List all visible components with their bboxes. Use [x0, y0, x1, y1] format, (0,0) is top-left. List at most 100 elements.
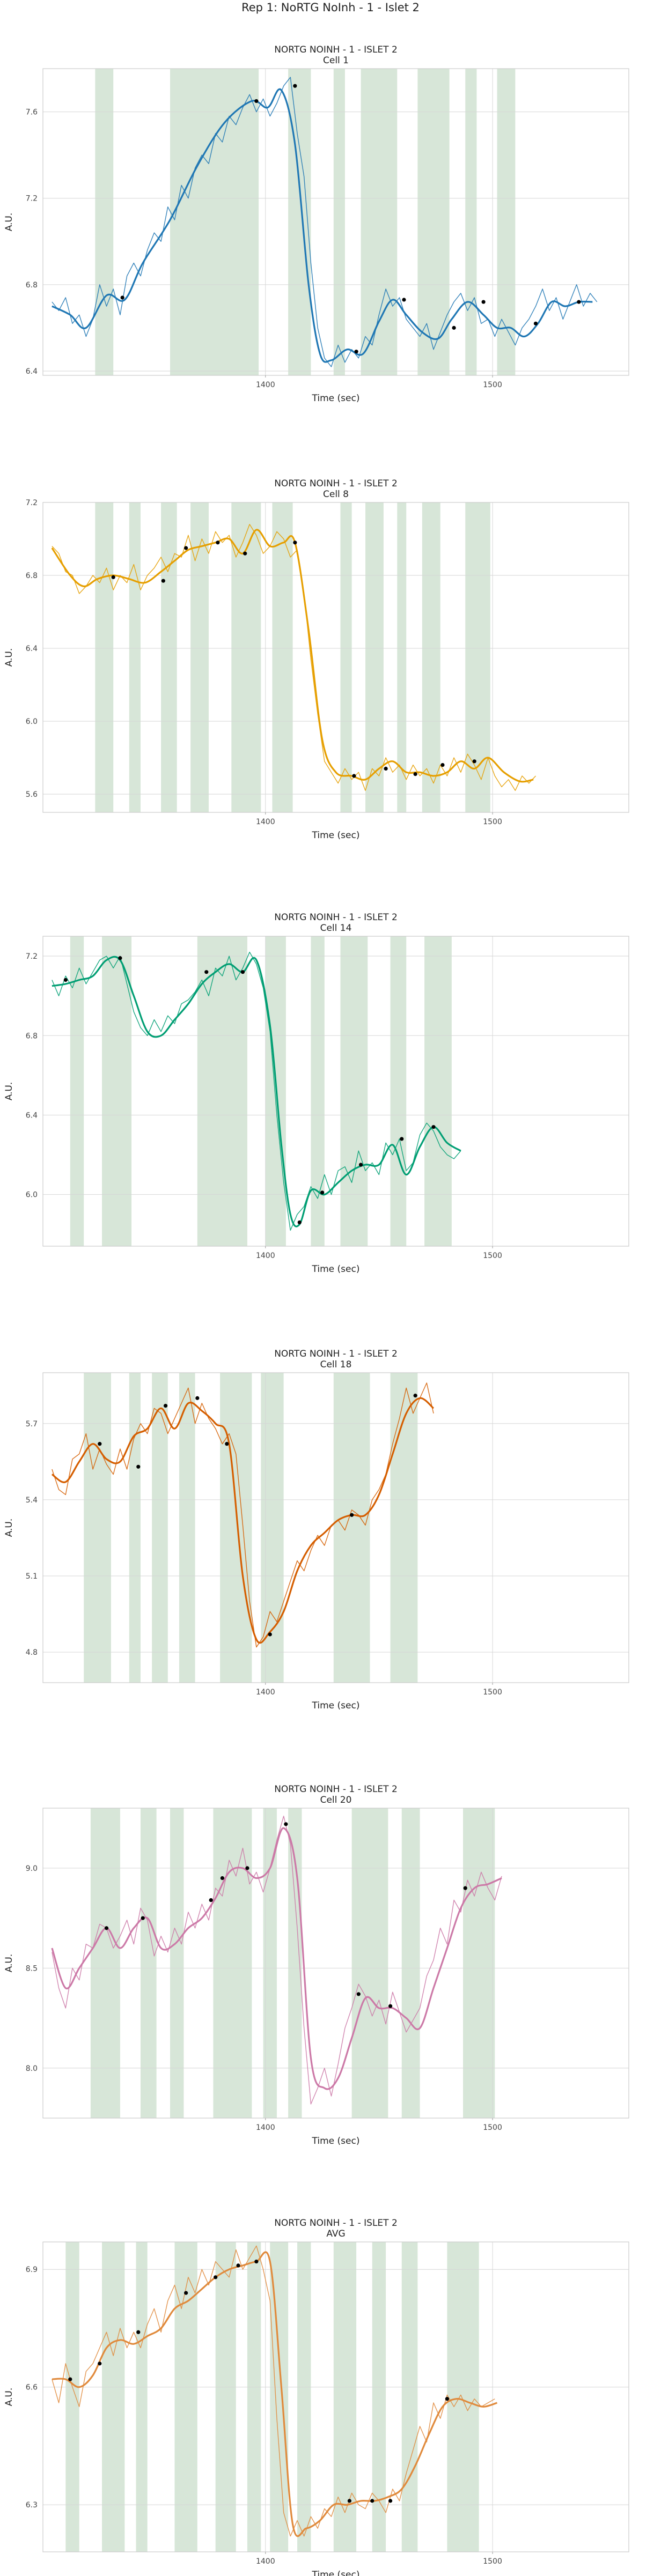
peak-marker [120, 295, 124, 300]
chart-panel-6: 6.3 6.6 6.9 1400 1500 NORTG NOINH - 1 - ISLET… [4, 2218, 629, 2576]
shaded-range [190, 502, 209, 812]
peak-marker [136, 2330, 141, 2334]
plot-area [43, 1808, 629, 2118]
shaded-range [311, 936, 325, 1246]
peak-marker [297, 1220, 302, 1225]
y-tick-label: 7.2 [26, 952, 38, 961]
x-axis-label: Time (sec) [312, 830, 360, 841]
chart-title: NORTG NOINH - 1 - ISLET 2 [274, 478, 398, 489]
chart-subtitle: Cell 14 [320, 923, 352, 934]
shaded-range [215, 2242, 236, 2552]
peak-marker [463, 1886, 467, 1890]
peak-marker [472, 759, 476, 764]
shaded-range [463, 1808, 495, 2118]
chart-panel-3: 6.0 6.4 6.8 7.2 1400 1500 NORTG NOINH - 1 - IS… [4, 912, 629, 1275]
axes-frame [42, 936, 629, 1247]
x-tick-label: 1400 [256, 2557, 275, 2566]
shaded-range [213, 1808, 252, 2118]
y-tick-label: 8.0 [26, 2064, 38, 2073]
y-tick-label: 6.4 [26, 645, 38, 653]
x-axis-label: Time (sec) [312, 1700, 360, 1711]
shaded-range [129, 1373, 141, 1683]
shaded-range [261, 1373, 284, 1683]
x-tick-label: 1500 [483, 1688, 502, 1697]
x-tick-label: 1400 [256, 1252, 275, 1260]
peak-marker [195, 1396, 200, 1400]
chart-subtitle: Cell 20 [320, 1795, 352, 1805]
y-axis-label: A.U. [4, 1082, 14, 1101]
x-tick-label: 1500 [483, 2557, 502, 2566]
shaded-range [372, 2242, 386, 2552]
shaded-range [340, 502, 352, 812]
peak-marker [216, 541, 220, 545]
peak-marker [214, 2275, 218, 2279]
peak-marker [347, 2499, 351, 2503]
chart-panel-4: 4.8 5.1 5.4 5.7 1400 1500 NORTG NOINH - 1 - IS… [4, 1349, 629, 1711]
figure-suptitle: Rep 1: NoRTG NoInh - 1 - Islet 2 [241, 1, 420, 14]
y-tick-label: 7.6 [26, 108, 38, 117]
shaded-range [397, 502, 407, 812]
y-tick-label: 5.6 [26, 790, 38, 799]
peak-marker [388, 2499, 393, 2503]
shaded-range [247, 2242, 261, 2552]
y-tick-label: 6.4 [26, 1111, 38, 1120]
x-tick-label: 1400 [256, 1688, 275, 1697]
peak-marker [141, 1916, 145, 1920]
peak-marker [293, 84, 297, 88]
x-axis-label: Time (sec) [312, 2136, 360, 2146]
y-tick-label: 6.8 [26, 1032, 38, 1040]
chart-panel-5: 8.0 8.5 9.0 1400 1500 NORTG NOINH - 1 - ISLET… [4, 1784, 629, 2146]
axes-frame [42, 2241, 629, 2552]
raw-trace-line [52, 1382, 434, 1648]
y-tick-label: 6.3 [26, 2501, 38, 2510]
shaded-range [102, 936, 132, 1246]
peak-marker [254, 2259, 259, 2264]
peak-marker [577, 300, 581, 304]
shaded-range [340, 936, 368, 1246]
raw-trace-line [52, 951, 461, 1231]
shaded-range [161, 502, 177, 812]
y-axis-label: A.U. [4, 1954, 14, 1973]
peak-marker [63, 978, 68, 982]
raw-trace-line [52, 1816, 502, 2105]
peak-marker [161, 579, 165, 583]
raw-trace-line [52, 524, 537, 791]
y-tick-label: 6.0 [26, 717, 38, 726]
y-tick-label: 6.9 [26, 2266, 38, 2274]
peak-marker [413, 1394, 417, 1398]
shaded-range [333, 69, 345, 375]
raw-trace-line [52, 77, 598, 367]
chart-subtitle: Cell 1 [323, 55, 349, 66]
shaded-range [141, 1808, 157, 2118]
shaded-range [351, 1808, 388, 2118]
shaded-range [497, 69, 516, 375]
chart-title: NORTG NOINH - 1 - ISLET 2 [274, 1784, 398, 1795]
peak-marker [225, 1442, 229, 1446]
chart-subtitle: Cell 18 [320, 1359, 352, 1370]
y-tick-label: 5.7 [26, 1420, 38, 1428]
peak-marker [111, 575, 115, 579]
chart-panel-2: 5.6 6.0 6.4 6.8 7.2 1400 1500 NORTG NOINH - 1 -… [4, 478, 629, 841]
peak-marker [184, 546, 188, 550]
shaded-range [297, 2242, 311, 2552]
peak-marker [293, 541, 297, 545]
peak-marker [384, 766, 388, 771]
chart-subtitle: AVG [326, 2229, 345, 2239]
peak-marker [104, 1926, 109, 1930]
peak-marker [413, 772, 417, 776]
shaded-range [401, 2242, 418, 2552]
peak-marker [431, 1125, 436, 1129]
shaded-range [152, 1373, 168, 1683]
shaded-range [179, 1373, 195, 1683]
y-axis-label: A.U. [4, 2388, 14, 2407]
peak-marker [320, 1190, 325, 1195]
peak-marker [243, 551, 247, 556]
peak-marker [236, 2263, 240, 2268]
peak-marker [245, 1866, 249, 1870]
peak-marker [118, 956, 122, 960]
y-tick-label: 6.6 [26, 2383, 38, 2392]
shaded-range [95, 69, 114, 375]
shaded-range [465, 69, 477, 375]
chart-title: NORTG NOINH - 1 - ISLET 2 [274, 45, 398, 55]
